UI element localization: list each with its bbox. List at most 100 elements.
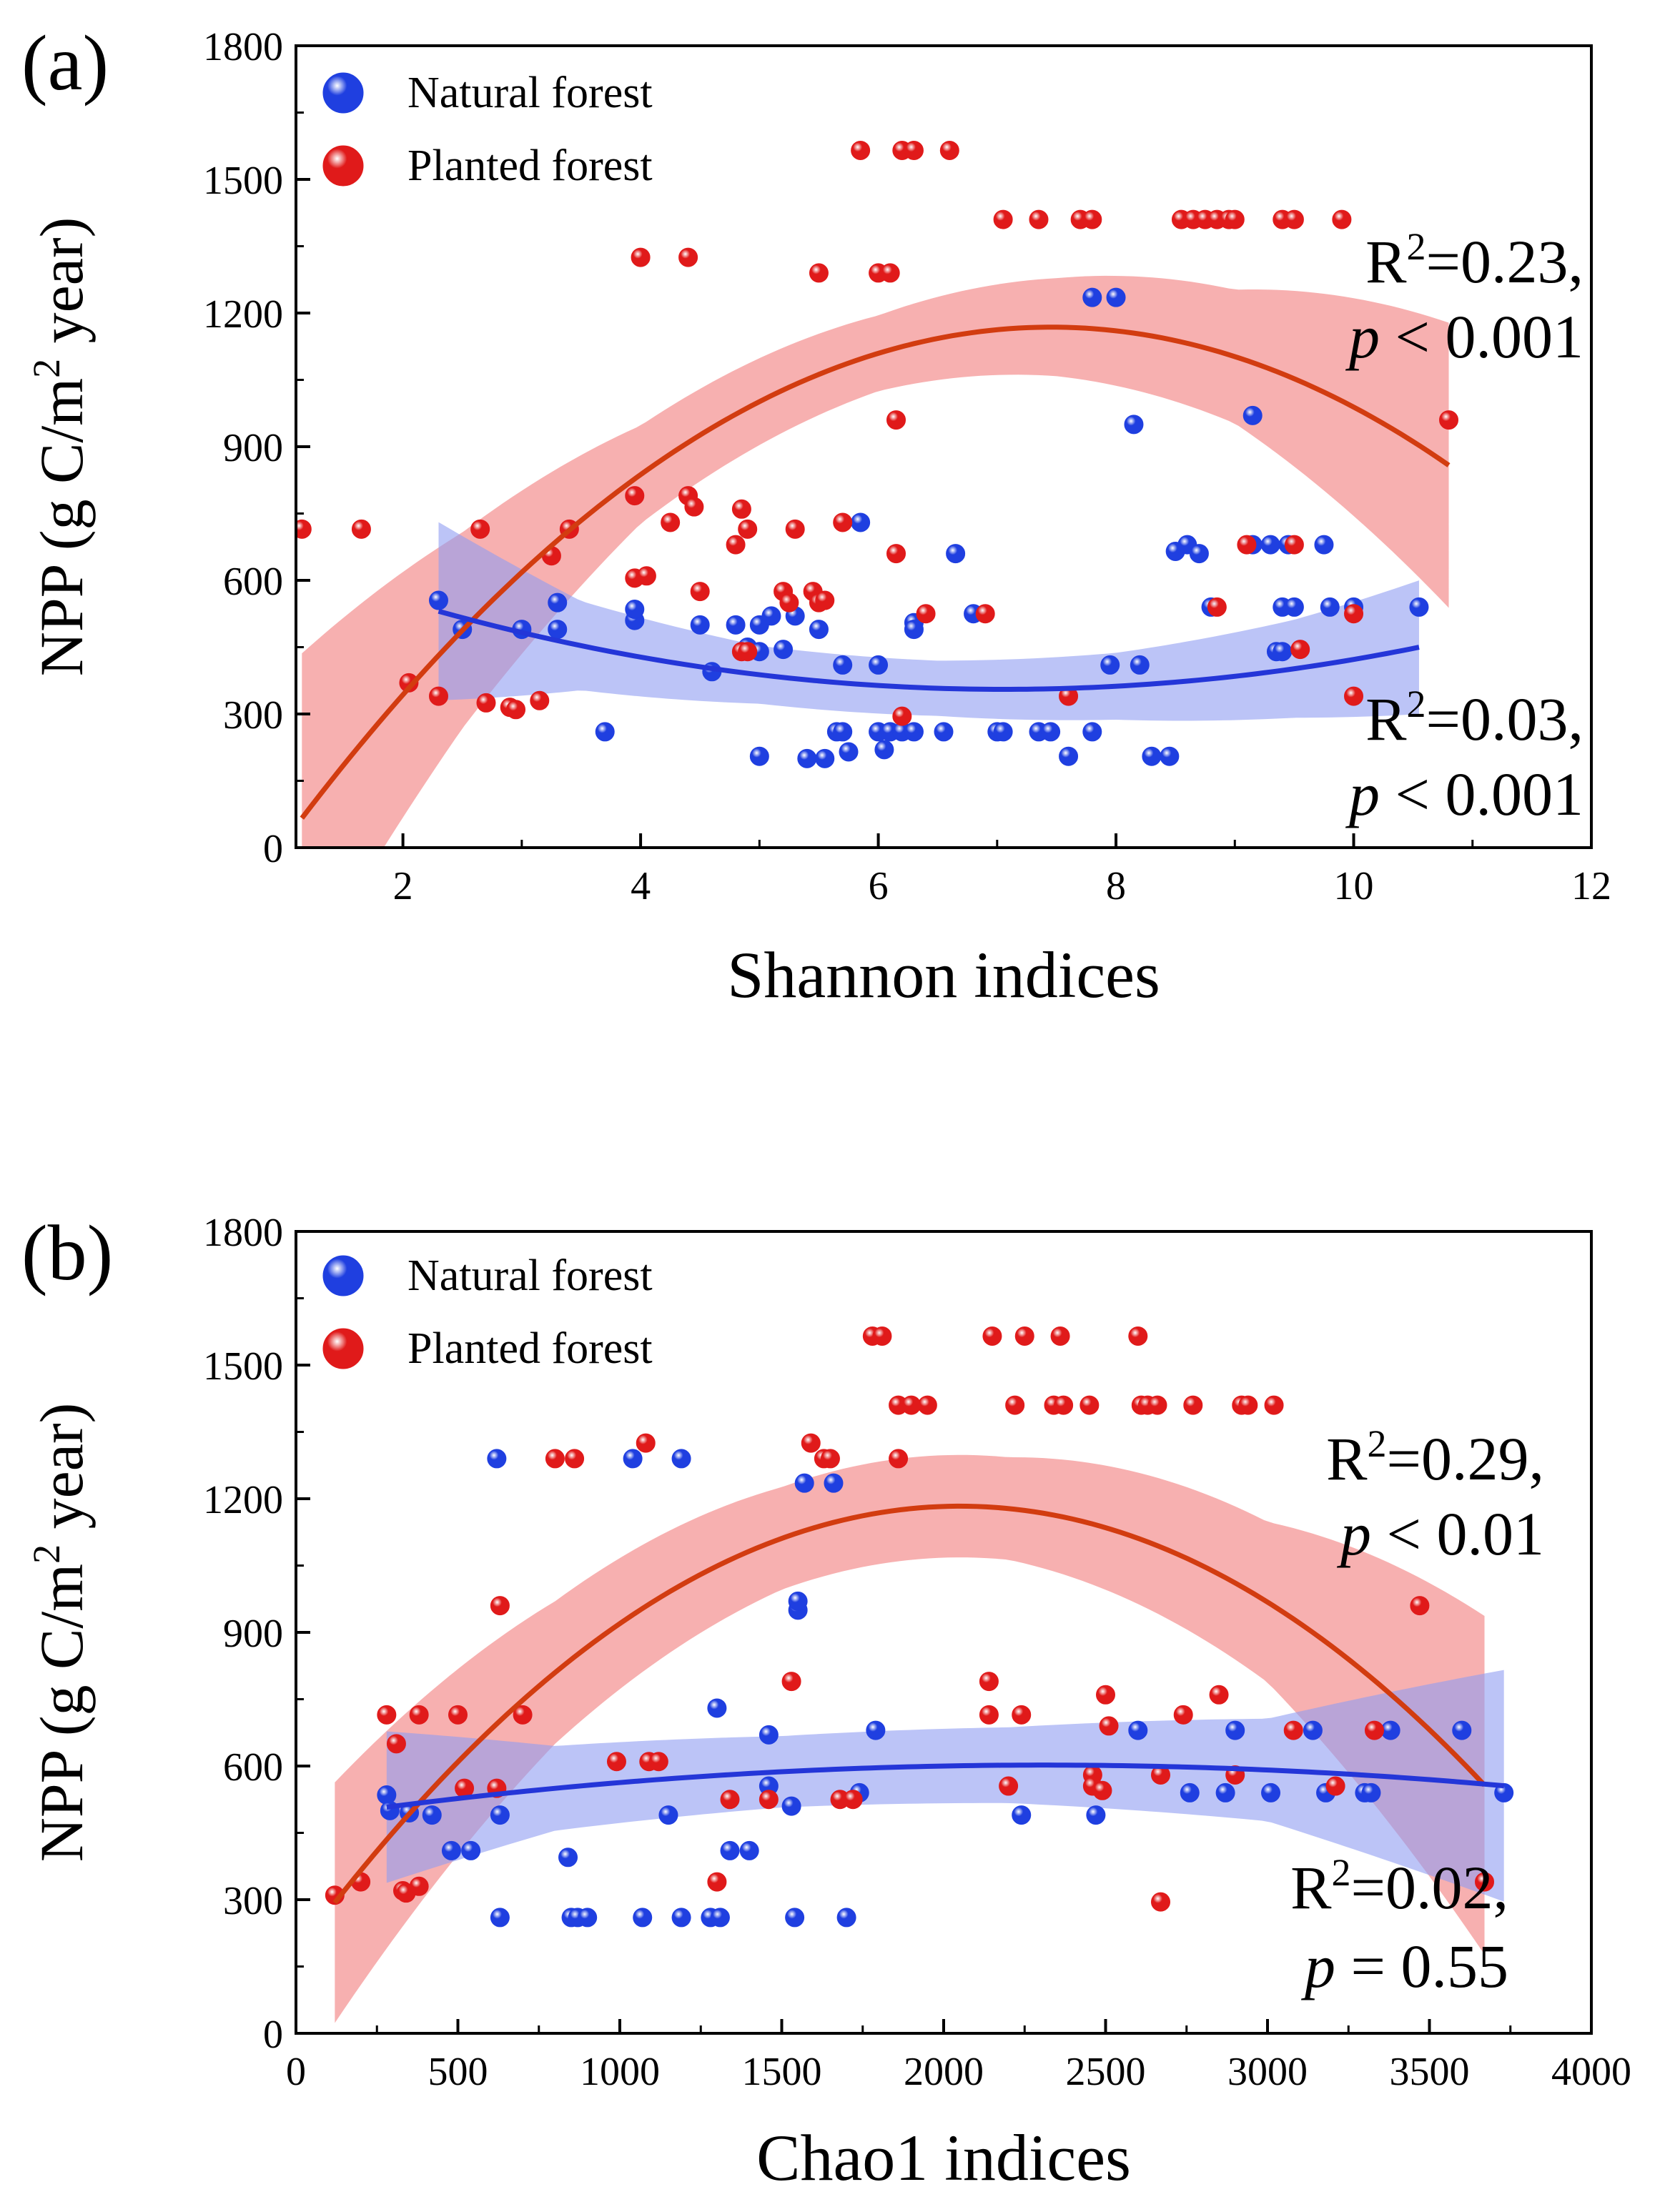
point-natural	[487, 1449, 507, 1469]
y-tick-label: 1500	[203, 159, 283, 203]
point-planted	[1050, 1326, 1070, 1346]
point-natural	[1215, 1782, 1235, 1802]
point-natural	[839, 742, 859, 762]
point-natural	[781, 1796, 801, 1816]
fit-line-planted	[300, 324, 1451, 820]
p-value-text: p = 0.55	[1300, 1932, 1508, 2000]
panel-label: (b)	[21, 1209, 113, 1296]
point-planted	[1079, 1395, 1100, 1415]
point-natural	[1284, 597, 1304, 617]
point-natural	[904, 620, 924, 640]
point-planted	[631, 247, 651, 267]
point-planted	[707, 1872, 727, 1892]
x-tick-label: 0	[286, 2050, 306, 2094]
point-natural	[1189, 544, 1209, 564]
y-tick-label: 1200	[203, 1478, 283, 1522]
stat-annotation-planted: R2=0.29,p < 0.01	[1326, 1422, 1544, 1568]
r-superscript: 2	[1406, 683, 1426, 725]
point-planted	[377, 1705, 397, 1725]
r-squared-text: R2=0.29,	[1326, 1422, 1544, 1493]
point-natural	[1273, 642, 1293, 662]
y-axis-label-part: NPP (g C/m	[27, 378, 96, 676]
point-planted	[476, 693, 496, 713]
point-planted	[1005, 1395, 1025, 1415]
point-natural	[797, 748, 817, 768]
plot-area	[325, 1326, 1514, 2023]
point-natural	[1320, 597, 1340, 617]
point-planted	[1029, 209, 1049, 229]
point-planted	[513, 1705, 533, 1725]
point-natural	[1130, 655, 1150, 675]
legend-label-natural: Natural forest	[407, 69, 653, 117]
point-planted	[1209, 1685, 1229, 1705]
point-natural	[904, 722, 924, 742]
y-tick-label: 0	[263, 827, 283, 871]
point-planted	[690, 582, 710, 602]
point-natural	[866, 1720, 886, 1740]
y-tick-label: 1800	[203, 1211, 283, 1255]
legend-label-natural: Natural forest	[407, 1251, 653, 1300]
point-planted	[1325, 1776, 1345, 1796]
point-natural	[1041, 722, 1061, 742]
p-value: < 0.01	[1371, 1499, 1544, 1568]
point-natural	[809, 620, 829, 640]
point-planted	[785, 519, 805, 539]
point-planted	[916, 604, 936, 624]
point-natural	[671, 1908, 691, 1928]
r-value: =0.02,	[1350, 1853, 1508, 1922]
fit-line-planted	[332, 1503, 1487, 1905]
point-planted	[506, 700, 526, 720]
point-planted	[636, 1433, 656, 1453]
x-tick-label: 4	[631, 864, 651, 908]
p-symbol: p	[1300, 1932, 1335, 2000]
point-planted	[820, 1449, 840, 1469]
point-natural	[1100, 655, 1120, 675]
point-planted	[781, 1672, 801, 1692]
point-planted	[606, 1752, 626, 1772]
point-natural	[490, 1908, 510, 1928]
fit-line-natural	[438, 608, 1420, 692]
point-planted	[1284, 209, 1304, 229]
point-planted	[386, 1734, 406, 1754]
point-planted	[648, 1752, 668, 1772]
point-natural	[1242, 405, 1263, 425]
x-tick-label: 2	[393, 864, 413, 908]
point-planted	[843, 1790, 863, 1810]
point-natural	[1314, 535, 1334, 555]
point-planted	[1096, 1685, 1115, 1705]
y-tick-label: 1800	[203, 25, 283, 69]
point-natural	[785, 1908, 805, 1928]
x-tick-label: 4000	[1551, 2050, 1631, 2094]
x-tick-label: 8	[1106, 864, 1126, 908]
r-symbol: R	[1365, 227, 1407, 296]
y-axis-label-superscript: 2	[25, 1544, 68, 1564]
point-planted	[1128, 1326, 1148, 1346]
point-natural	[934, 722, 954, 742]
point-planted	[809, 263, 829, 283]
point-natural	[671, 1449, 691, 1469]
y-tick-label: 1200	[203, 292, 283, 337]
point-planted	[684, 497, 704, 517]
point-natural	[578, 1908, 598, 1928]
point-natural	[1452, 1720, 1472, 1740]
point-planted	[1207, 597, 1227, 617]
point-natural	[761, 606, 781, 626]
legend-label-planted: Planted forest	[407, 1324, 653, 1373]
point-planted	[833, 512, 853, 532]
y-tick-label: 600	[223, 1745, 283, 1790]
p-value: < 0.001	[1380, 302, 1583, 371]
point-planted	[625, 486, 645, 506]
point-planted	[738, 642, 758, 662]
panel-b: 0 300 600 900 1200 1500 1800 0 500 1000 1500 2000 25…	[21, 1209, 1631, 2194]
point-planted	[1410, 1596, 1430, 1616]
r-superscript: 2	[1367, 1422, 1386, 1465]
r-value: =0.03,	[1426, 685, 1583, 753]
point-planted	[801, 1433, 821, 1453]
point-planted	[975, 604, 995, 624]
confidence-band-natural	[386, 1670, 1504, 1902]
r-symbol: R	[1365, 685, 1407, 753]
point-planted	[1092, 1780, 1112, 1800]
point-planted	[939, 140, 959, 160]
r-value: =0.29,	[1386, 1424, 1544, 1493]
